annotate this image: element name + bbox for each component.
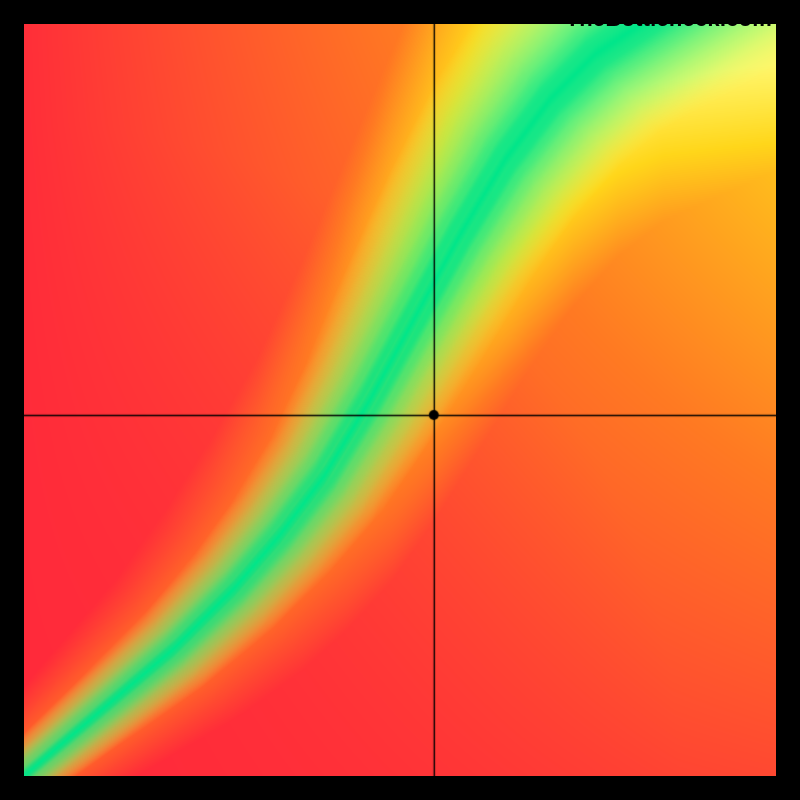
watermark-text: TheBottleneck.com xyxy=(566,6,772,32)
chart-container: TheBottleneck.com xyxy=(0,0,800,800)
heatmap-plot xyxy=(24,24,776,776)
heatmap-canvas xyxy=(24,24,776,776)
